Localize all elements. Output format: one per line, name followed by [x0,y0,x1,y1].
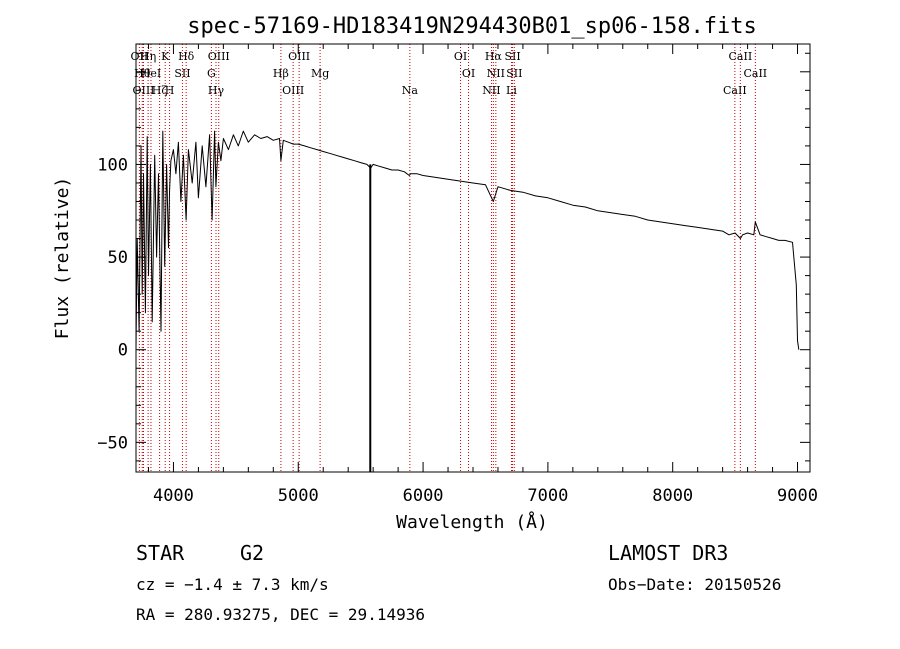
spectral-line-markers [138,44,756,472]
line-label-21: Hα [485,50,503,63]
x-tick-label-3: 7000 [527,486,568,506]
line-label-26: CaII [723,84,747,97]
x-tick-label-4: 8000 [652,486,693,506]
line-label-16: Mg [311,67,329,80]
y-axis-ticks: −50 0 50 100 [97,52,810,462]
spectrum-line-0 [135,130,800,350]
chart-title: spec-57169-HD183419N294430B01_sp06-158.f… [187,14,757,39]
line-label-19: OI [462,67,475,80]
line-label-7: SII [174,67,190,80]
y-axis-label: Flux (relative) [52,177,73,340]
line-label-25: SII [506,67,522,80]
line-label-9: Hδ [178,50,195,63]
x-tick-label-1: 5000 [278,486,319,506]
line-label-5: Hζ [152,84,168,97]
line-label-8: H [165,84,175,97]
y-tick-label-2: 50 [108,248,128,268]
line-label-27: CaII [729,50,753,63]
obs-date: Obs−Date: 20150526 [608,575,781,594]
y-tick-label-3: 100 [97,155,128,175]
line-label-13: Hβ [273,67,289,80]
survey-name: LAMOST DR3 [608,541,728,565]
line-label-1: Hθ [134,67,151,80]
plot-area [135,43,811,473]
line-label-6: K [161,50,170,63]
x-tick-label-0: 4000 [153,486,194,506]
line-label-23: Li [506,84,517,97]
line-label-4: HeI [141,67,161,80]
coordinates: RA = 280.93275, DEC = 29.14936 [136,605,425,624]
line-label-17: Na [402,84,419,97]
object-class: STAR [136,541,185,565]
line-label-12: OIII [208,50,230,63]
x-axis-ticks: 4000 5000 6000 7000 8000 9000 [147,44,818,506]
object-subclass: G2 [240,541,264,565]
line-label-24: SII [504,50,520,63]
line-label-3: Hη [140,50,156,63]
x-tick-label-2: 6000 [403,486,444,506]
line-label-28: CaII [743,67,767,80]
spectral-line-labels: OII Hθ OIII Hη HeI Hζ K SII H Hδ G Hγ OIII Hβ OIII OIII… [131,50,768,97]
y-tick-label-0: −50 [97,433,128,453]
line-label-11: Hγ [208,84,225,97]
line-label-18: OI [454,50,467,63]
line-label-10: G [207,67,216,80]
line-label-20: NII [482,84,500,97]
line-label-15: OIII [288,50,310,63]
redshift-info: cz = −1.4 ± 7.3 km/s [136,575,329,594]
line-label-2: OIII [132,84,154,97]
y-tick-label-1: 0 [118,341,128,361]
line-label-0: OII [131,50,149,63]
line-label-22: NII [487,67,505,80]
x-tick-label-5: 9000 [777,486,818,506]
x-axis-label: Wavelength (Å) [396,511,548,533]
plot-frame [135,43,811,473]
spectrum-series [135,130,800,472]
line-label-14: OIII [282,84,304,97]
